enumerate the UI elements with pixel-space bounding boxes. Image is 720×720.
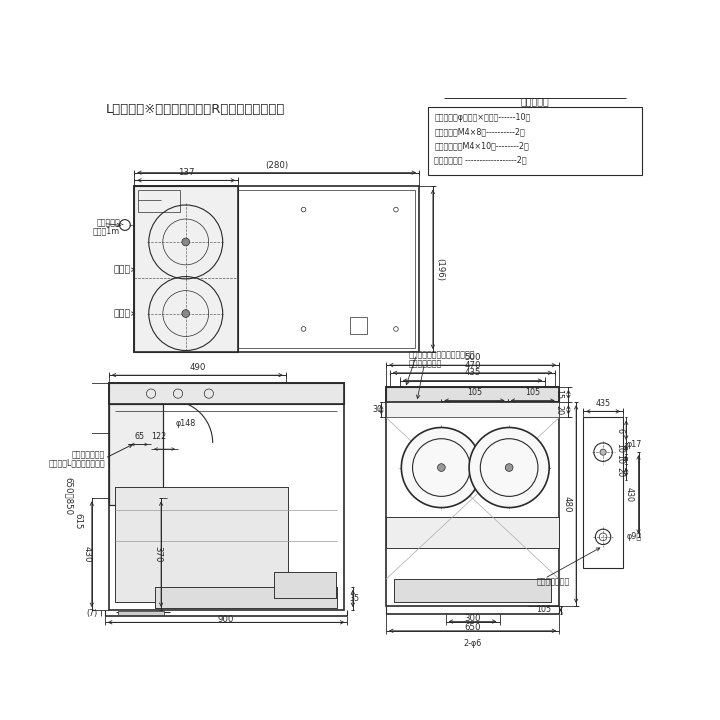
Text: ダクトカバー吊金具取付穴位置: ダクトカバー吊金具取付穴位置 — [409, 350, 475, 359]
Text: 300: 300 — [464, 614, 481, 623]
Bar — [394, 579, 552, 603]
Text: 10: 10 — [616, 444, 624, 454]
Text: 6: 6 — [616, 428, 624, 433]
Circle shape — [182, 238, 189, 246]
Text: 10: 10 — [616, 454, 624, 464]
Text: ソフトテープ ------------------2本: ソフトテープ ------------------2本 — [434, 155, 527, 164]
Text: 435: 435 — [595, 400, 611, 408]
Circle shape — [469, 428, 549, 508]
Text: 20: 20 — [554, 405, 564, 415]
Text: 本体取付穴詳細: 本体取付穴詳細 — [537, 577, 570, 586]
Text: 30: 30 — [372, 405, 382, 414]
Bar — [350, 318, 366, 334]
Bar — [155, 587, 338, 608]
Text: 650～850: 650～850 — [64, 477, 73, 516]
Bar — [386, 517, 559, 548]
Bar — [115, 487, 288, 603]
Bar — [138, 190, 415, 348]
Text: (280): (280) — [265, 161, 288, 169]
Text: 500: 500 — [464, 353, 481, 362]
Bar — [386, 402, 559, 418]
Bar — [394, 579, 552, 603]
Text: (196): (196) — [435, 258, 444, 281]
Text: 900: 900 — [218, 615, 234, 624]
Text: 430: 430 — [83, 546, 91, 562]
Text: 435: 435 — [464, 369, 481, 377]
Bar — [115, 487, 288, 603]
Circle shape — [401, 428, 482, 508]
Bar — [109, 405, 163, 505]
Bar — [386, 387, 559, 402]
Bar — [583, 418, 623, 567]
Text: 122: 122 — [151, 432, 166, 441]
Bar — [386, 387, 559, 402]
Circle shape — [600, 449, 606, 455]
Bar — [428, 107, 642, 175]
Bar — [109, 383, 343, 405]
Text: 付　属　品: 付 属 品 — [521, 99, 549, 108]
Text: φ9穴: φ9穴 — [626, 532, 642, 541]
Text: 137: 137 — [178, 168, 194, 177]
Text: φ17: φ17 — [626, 440, 642, 449]
Text: 35: 35 — [350, 594, 360, 603]
Text: 機外長1m: 機外長1m — [93, 227, 120, 235]
Bar — [109, 405, 163, 505]
Text: 470: 470 — [464, 361, 481, 370]
Circle shape — [438, 464, 445, 472]
Bar — [138, 190, 180, 212]
Bar — [134, 186, 419, 352]
Text: 15: 15 — [554, 390, 564, 400]
Text: 2-φ6: 2-φ6 — [464, 639, 482, 648]
Text: 105: 105 — [536, 606, 552, 614]
Text: 座付ねじ（φ５．１×４５）------10本: 座付ねじ（φ５．１×４５）------10本 — [434, 113, 531, 122]
Bar — [386, 517, 559, 548]
Text: 化粧ねじ（M4×8）----------2本: 化粧ねじ（M4×8）----------2本 — [434, 127, 525, 136]
Text: φ148: φ148 — [176, 419, 196, 428]
Text: 本体取付穴位置: 本体取付穴位置 — [409, 359, 442, 368]
Text: 490: 490 — [189, 363, 205, 372]
Text: 650: 650 — [464, 624, 481, 632]
Text: (7): (7) — [86, 608, 97, 618]
Text: 電源コード: 電源コード — [96, 219, 120, 228]
Text: 65: 65 — [135, 432, 145, 441]
Circle shape — [182, 310, 189, 318]
Text: 20: 20 — [616, 467, 624, 477]
Bar — [134, 186, 238, 352]
Bar — [109, 383, 343, 610]
Text: 370: 370 — [153, 546, 163, 562]
Text: 480: 480 — [562, 496, 571, 513]
Bar — [155, 587, 338, 608]
Text: 430: 430 — [625, 487, 634, 502]
Text: 後方排気の場合: 後方排気の場合 — [72, 450, 105, 459]
Text: 排気口: 排気口 — [113, 309, 130, 318]
Bar — [109, 383, 343, 405]
Text: Lタイプ　※下記寸法以外はRタイプに準ずる。: Lタイプ ※下記寸法以外はRタイプに準ずる。 — [106, 104, 285, 117]
Bar — [274, 572, 336, 598]
Text: 615: 615 — [73, 513, 82, 530]
Text: トラスねじ（M4×10）--------2本: トラスねじ（M4×10）--------2本 — [434, 141, 529, 150]
Text: 105: 105 — [525, 389, 540, 397]
Text: 給気口: 給気口 — [113, 265, 130, 274]
Bar — [274, 572, 336, 598]
Bar — [134, 186, 238, 352]
Text: （別売品L形ダクト使用）: （別売品L形ダクト使用） — [48, 459, 105, 467]
Circle shape — [505, 464, 513, 472]
Bar — [118, 611, 164, 615]
Bar — [386, 387, 559, 606]
Text: 105: 105 — [467, 389, 482, 397]
